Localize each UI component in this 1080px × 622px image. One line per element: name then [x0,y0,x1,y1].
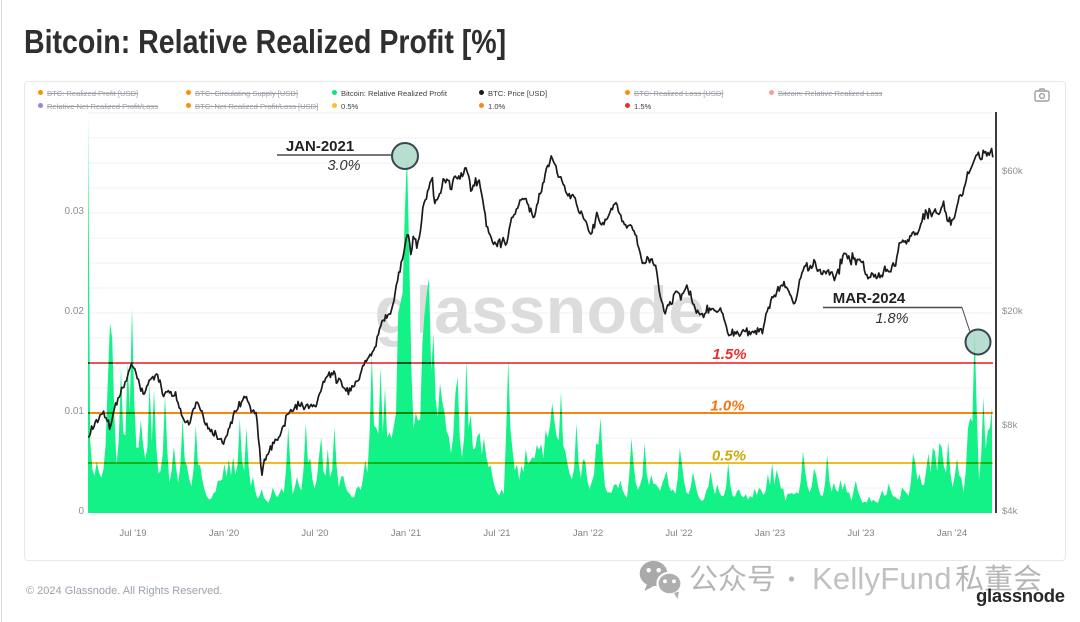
svg-text:1.0%: 1.0% [710,398,744,415]
svg-text:$4k: $4k [1002,506,1018,517]
svg-text:0.01: 0.01 [65,406,85,417]
svg-text:Jul '22: Jul '22 [665,528,692,539]
svg-text:0.03: 0.03 [65,206,85,217]
svg-text:JAN-2021: JAN-2021 [286,138,354,155]
svg-text:0.5%: 0.5% [712,448,746,465]
svg-text:Jul '19: Jul '19 [119,528,146,539]
svg-text:1.8%: 1.8% [875,311,908,327]
svg-text:MAR-2024: MAR-2024 [833,290,906,307]
svg-text:1.5%: 1.5% [712,346,746,363]
svg-text:$60k: $60k [1002,166,1023,177]
svg-text:3.0%: 3.0% [327,158,360,174]
svg-text:Jul '21: Jul '21 [483,528,510,539]
svg-text:0: 0 [78,506,84,517]
svg-text:Jul '20: Jul '20 [301,528,328,539]
svg-text:0.02: 0.02 [65,306,85,317]
svg-text:Jan '24: Jan '24 [937,528,967,539]
svg-text:$20k: $20k [1002,306,1023,317]
svg-text:Jul '23: Jul '23 [847,528,874,539]
svg-text:Jan '21: Jan '21 [391,528,421,539]
svg-text:Jan '23: Jan '23 [755,528,785,539]
svg-text:$8k: $8k [1002,420,1018,431]
svg-text:Jan '20: Jan '20 [209,528,239,539]
svg-text:KellyFund: KellyFund [812,561,952,596]
svg-text:Jan '22: Jan '22 [573,528,603,539]
